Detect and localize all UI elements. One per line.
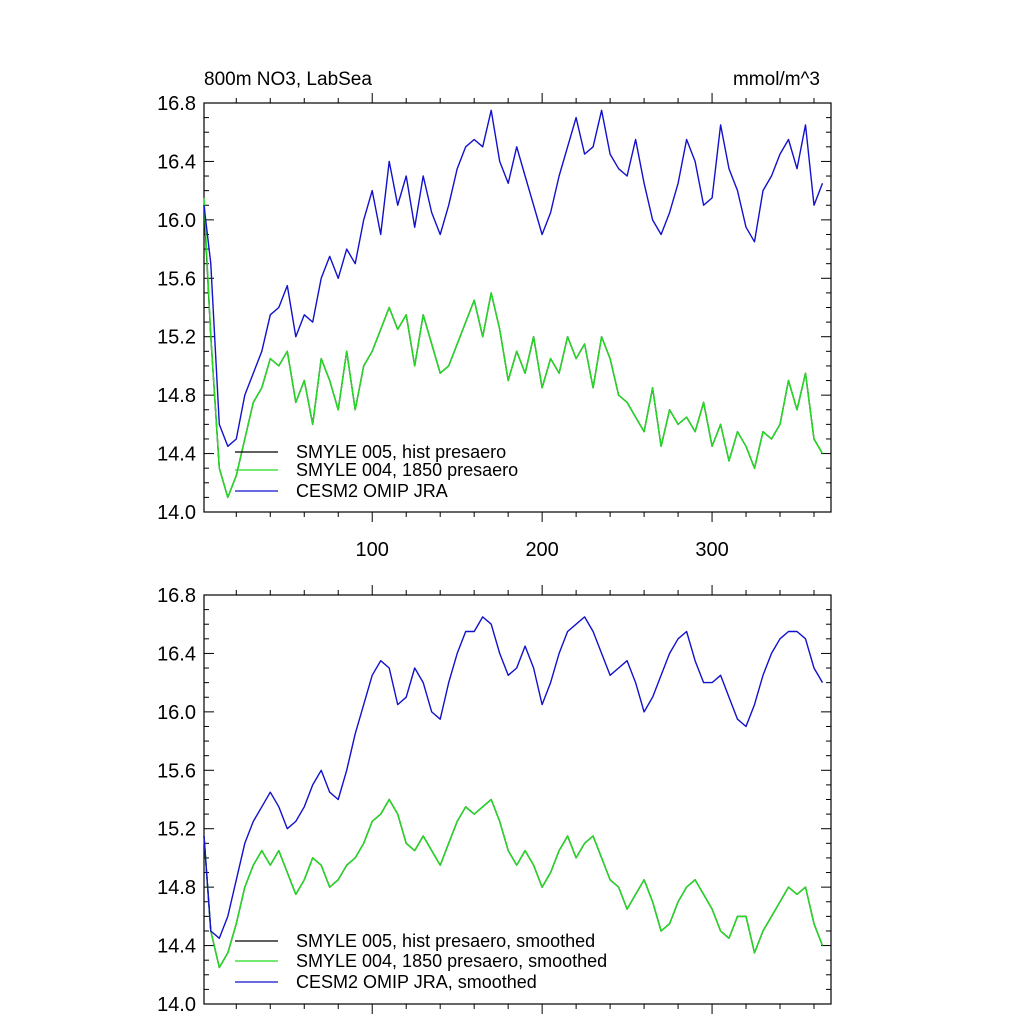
series-group [203, 616, 824, 969]
legend-label-1850-presaero-smoothed: SMYLE 004, 1850 presaero, smoothed [296, 951, 607, 971]
bottom-panel: 14.0 14.4 14.8 15.2 15.6 16.0 16.4 16.8 SMYLE 0… [157, 585, 832, 1016]
y-tick-label: 16.4 [157, 151, 196, 173]
y-tick-label: 16.8 [157, 93, 196, 115]
major-ticks [204, 585, 831, 1014]
y-tick-label: 14.8 [157, 877, 196, 899]
y-tick-label: 14.0 [157, 994, 196, 1016]
y-tick-label: 15.6 [157, 268, 196, 290]
legend: SMYLE 005, hist presaero SMYLE 004, 1850… [235, 442, 518, 501]
legend-label-omip-jra-smoothed: CESM2 OMIP JRA, smoothed [296, 972, 537, 992]
top-panel: 800m NO3, LabSea mmol/m^3 14.0 14.4 14.8 15… [157, 69, 832, 561]
series-line-1 [203, 197, 824, 499]
series-line-1 [203, 798, 824, 969]
units-label: mmol/m^3 [733, 69, 820, 90]
y-tick-label: 14.4 [157, 444, 196, 466]
y-tick-label: 15.6 [157, 760, 196, 782]
tick-labels: 14.0 14.4 14.8 15.2 15.6 16.0 16.4 16.8 100 200 30… [157, 93, 729, 561]
y-tick-label: 16.0 [157, 702, 196, 724]
panel-title: 800m NO3, LabSea [204, 69, 372, 90]
x-tick-label: 200 [525, 539, 558, 561]
minor-ticks [204, 98, 831, 517]
y-tick-label: 16.4 [157, 643, 196, 665]
legend-label-hist-presaero-smoothed: SMYLE 005, hist presaero, smoothed [296, 931, 595, 951]
legend-label-hist-presaero: SMYLE 005, hist presaero [296, 442, 506, 462]
minor-ticks [204, 590, 831, 1009]
legend-label-omip-jra: CESM2 OMIP JRA [296, 481, 448, 501]
y-tick-label: 16.0 [157, 210, 196, 232]
y-tick-label: 14.8 [157, 385, 196, 407]
legend-label-1850-presaero: SMYLE 004, 1850 presaero [296, 460, 518, 480]
y-tick-label: 16.8 [157, 585, 196, 607]
y-tick-label: 15.2 [157, 327, 196, 349]
legend: SMYLE 005, hist presaero, smoothed SMYLE… [235, 931, 607, 992]
series-group [203, 109, 824, 499]
y-tick-label: 14.0 [157, 502, 196, 524]
series-line-2 [203, 109, 824, 447]
series-line-2 [203, 616, 824, 939]
y-tick-label: 15.2 [157, 819, 196, 841]
tick-labels: 14.0 14.4 14.8 15.2 15.6 16.0 16.4 16.8 [157, 585, 196, 1016]
y-tick-label: 14.4 [157, 936, 196, 958]
x-tick-label: 300 [695, 539, 728, 561]
x-tick-label: 100 [356, 539, 389, 561]
